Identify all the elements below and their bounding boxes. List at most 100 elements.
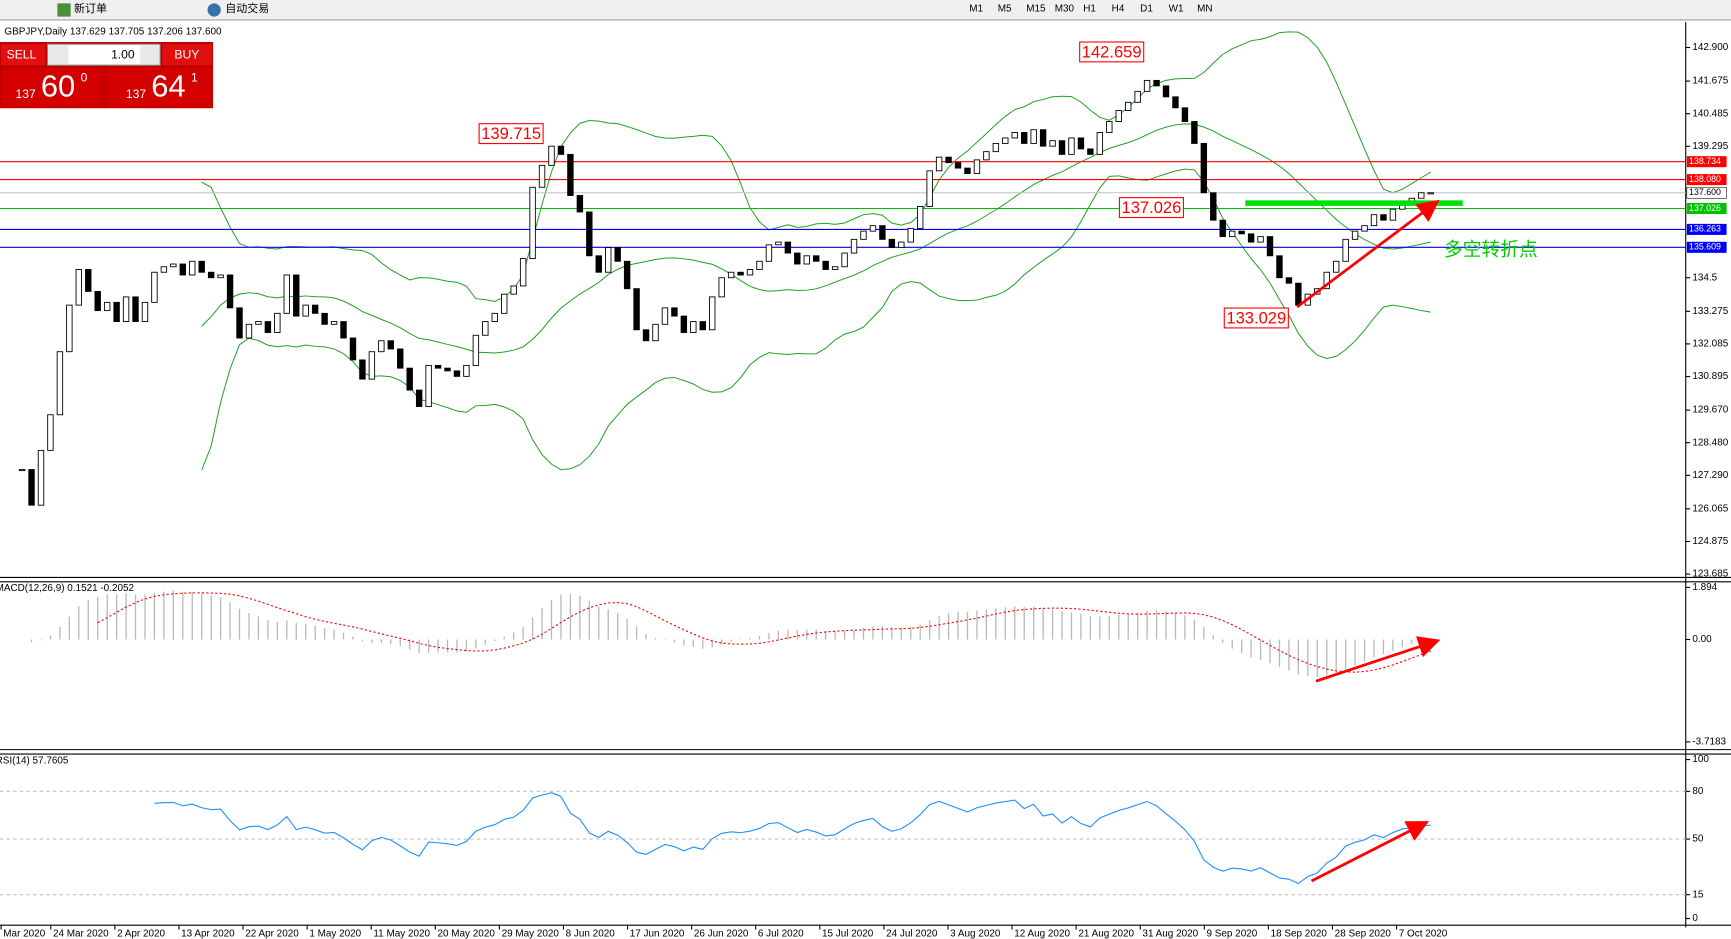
buy-button[interactable] — [162, 44, 212, 66]
sell-button[interactable] — [1, 44, 46, 66]
price-level-label: 137.600 — [1689, 187, 1721, 197]
candle — [368, 351, 376, 380]
annotation-box — [1079, 41, 1145, 63]
candle — [983, 151, 990, 161]
candle — [151, 271, 158, 303]
timeframe-button[interactable]: W1 — [1169, 4, 1184, 15]
timeframe-button[interactable]: M30 — [1055, 4, 1075, 15]
annotation-box — [1118, 197, 1184, 219]
candle — [727, 271, 735, 279]
candle — [548, 145, 555, 166]
candle — [907, 227, 914, 243]
annotation: 139.715 — [481, 124, 541, 143]
candle — [189, 260, 196, 276]
timeframe-bar: M1 M5 M15 M30 H1 H4 D1 W1 MN — [969, 4, 1212, 15]
price-level-tag — [1686, 156, 1727, 168]
candle — [349, 337, 357, 361]
y-tick-label: 127.290 — [1692, 470, 1728, 481]
y-tick-label: 141.675 — [1692, 76, 1728, 87]
candle — [775, 241, 782, 246]
candle — [198, 260, 205, 273]
x-tick-label: 22 Apr 2020 — [245, 929, 299, 939]
ask-big: 137 — [126, 87, 146, 101]
x-tick-label: 12 Aug 2020 — [1014, 929, 1070, 939]
timeframe-button[interactable]: H4 — [1112, 4, 1125, 15]
candle — [1351, 230, 1359, 240]
candle — [1087, 148, 1094, 155]
x-tick-label: 20 May 2020 — [437, 929, 495, 939]
candle — [794, 252, 801, 265]
x-tick-label: 18 Sep 2020 — [1271, 929, 1328, 939]
candle — [652, 323, 659, 342]
ask-box[interactable] — [105, 68, 212, 108]
bollinger-band — [201, 123, 1431, 354]
candle — [1153, 79, 1160, 87]
candle — [406, 367, 413, 391]
candle — [311, 304, 319, 314]
lots-input[interactable] — [46, 43, 161, 66]
x-tick-label: 24 Mar 2020 — [53, 929, 109, 939]
y-tick-label: 80 — [1692, 786, 1704, 797]
timeframe-button[interactable]: MN — [1197, 4, 1212, 15]
candle — [690, 321, 697, 333]
rsi-header: RSI(14) 57.7605 — [0, 755, 69, 766]
timeframe-button[interactable]: M15 — [1026, 4, 1046, 15]
candle — [122, 296, 130, 323]
candle — [132, 296, 139, 323]
candle — [954, 162, 962, 169]
candle — [614, 247, 621, 262]
y-tick-label: 124.875 — [1692, 536, 1728, 547]
y-tick-label: 129.670 — [1692, 405, 1728, 416]
x-tick-label: 8 Jun 2020 — [566, 929, 616, 939]
y-tick-label: 0 — [1692, 913, 1698, 924]
candle — [1134, 90, 1141, 103]
candle — [1389, 208, 1397, 221]
candle — [245, 323, 253, 339]
candle — [1247, 233, 1255, 243]
candle — [56, 351, 64, 416]
trend-arrow — [1315, 636, 1441, 683]
auto-trading-icon[interactable] — [207, 3, 221, 17]
candle — [85, 269, 92, 292]
candle — [709, 296, 716, 331]
bid-box[interactable] — [1, 68, 103, 108]
candle — [28, 469, 35, 506]
candle — [926, 170, 933, 207]
auto-trading-button[interactable]: 自动交易 — [225, 1, 269, 15]
y-tick-label: 142.900 — [1692, 42, 1728, 53]
timeframe-button[interactable]: M1 — [969, 4, 983, 15]
candle — [898, 241, 905, 249]
candle — [519, 258, 527, 287]
price-level-tag — [1686, 241, 1727, 253]
candle — [813, 255, 820, 262]
lots-down[interactable] — [48, 45, 69, 65]
y-tick-label: 100 — [1692, 754, 1709, 765]
lots-up[interactable] — [140, 45, 159, 65]
candle — [340, 321, 347, 339]
candle — [1228, 230, 1236, 238]
candle — [453, 370, 461, 377]
x-tick-label: 17 Jun 2020 — [630, 929, 685, 939]
y-tick-label: 126.065 — [1692, 504, 1728, 515]
timeframe-button[interactable]: M5 — [998, 4, 1012, 15]
candle — [302, 304, 309, 317]
price-level-tag — [1686, 202, 1727, 215]
candle — [964, 167, 971, 175]
candle — [869, 225, 877, 232]
timeframe-button[interactable]: D1 — [1140, 4, 1153, 15]
candle — [160, 266, 168, 273]
candle — [1210, 192, 1217, 221]
candle — [576, 195, 584, 213]
candle — [397, 348, 404, 369]
candle — [737, 271, 744, 276]
price-level-tag — [1686, 174, 1727, 186]
x-tick-label: 9 Sep 2020 — [1207, 929, 1258, 939]
candle — [850, 238, 858, 254]
timeframe-button[interactable]: H1 — [1083, 4, 1096, 15]
new-order-button[interactable]: 新订单 — [74, 1, 107, 15]
macd-header: MACD(12,26,9) 0.1521 -0.2052 — [0, 583, 135, 594]
candle — [860, 230, 867, 240]
new-order-icon[interactable] — [57, 3, 71, 17]
price-level-label: 138.734 — [1689, 156, 1721, 166]
